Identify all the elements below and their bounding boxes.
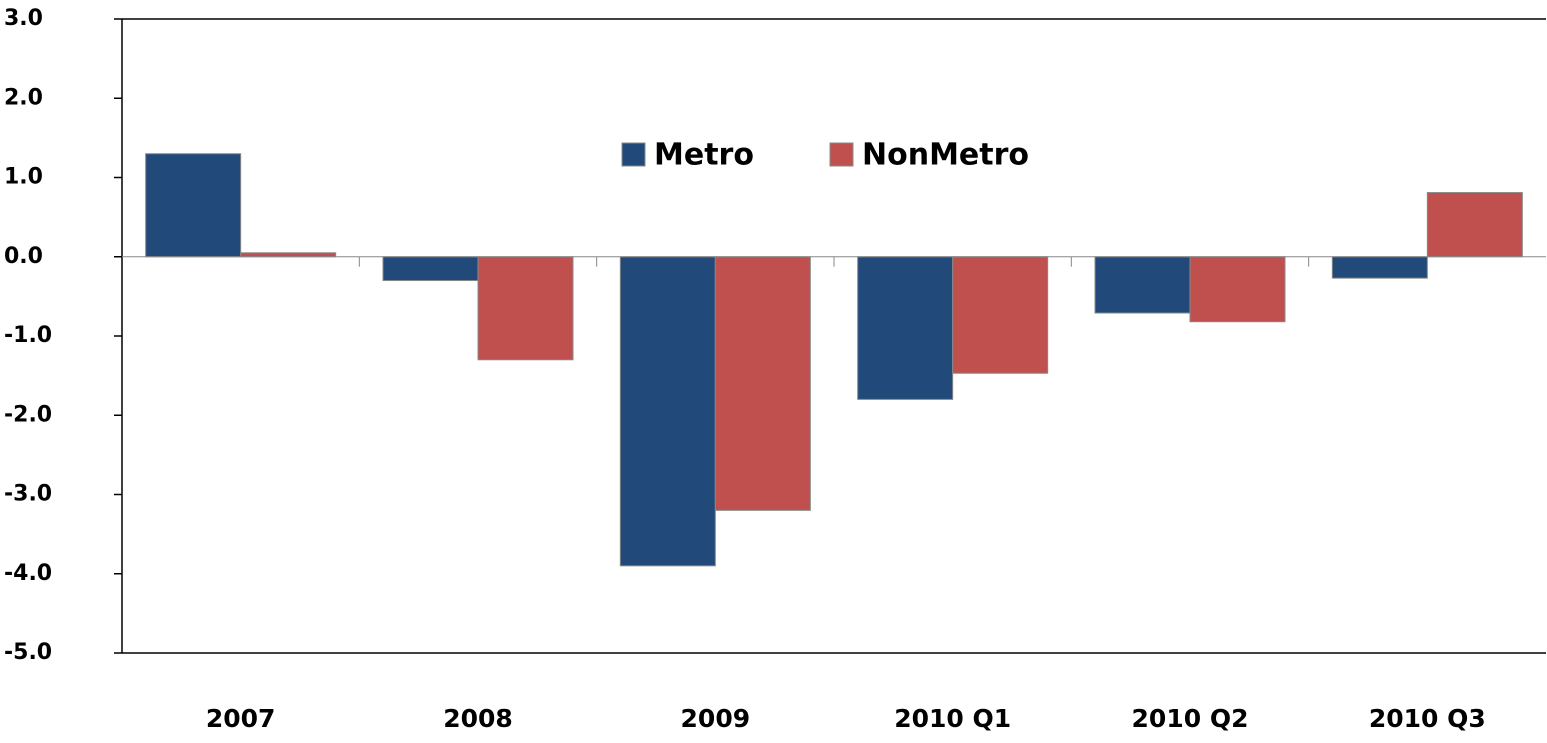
bar (1094, 256, 1191, 314)
bar (1331, 256, 1428, 279)
x-tick-label: 2010 Q3 (1369, 704, 1486, 733)
y-tick-label: 3.0 (4, 6, 43, 31)
x-tick-label: 2010 Q1 (894, 704, 1011, 733)
bar (382, 256, 479, 282)
y-tick-label: 2.0 (4, 85, 43, 110)
bar (857, 256, 954, 400)
x-tick-label: 2009 (681, 704, 751, 733)
y-tick-label: -2.0 (4, 402, 52, 427)
y-tick-label: -4.0 (4, 561, 52, 586)
y-tick-label: -5.0 (4, 640, 52, 665)
bar (952, 256, 1049, 374)
y-tick-label: 1.0 (4, 165, 43, 190)
x-tick-label: 2007 (206, 704, 276, 733)
y-tick-label: -3.0 (4, 482, 52, 507)
bar (1189, 256, 1286, 323)
legend-swatch (621, 142, 646, 167)
y-tick-label: 0.0 (4, 244, 43, 269)
bar (477, 256, 574, 361)
bar (240, 252, 337, 258)
x-tick-label: 2008 (443, 704, 513, 733)
x-tick-label: 2010 Q2 (1132, 704, 1249, 733)
bar (714, 256, 811, 511)
legend-label: NonMetro (862, 138, 1029, 173)
bar (619, 256, 716, 567)
legend-swatch (829, 142, 854, 167)
bar (145, 153, 242, 258)
y-tick-label: -1.0 (4, 323, 52, 348)
legend-label: Metro (654, 138, 754, 173)
bar (1426, 192, 1523, 258)
